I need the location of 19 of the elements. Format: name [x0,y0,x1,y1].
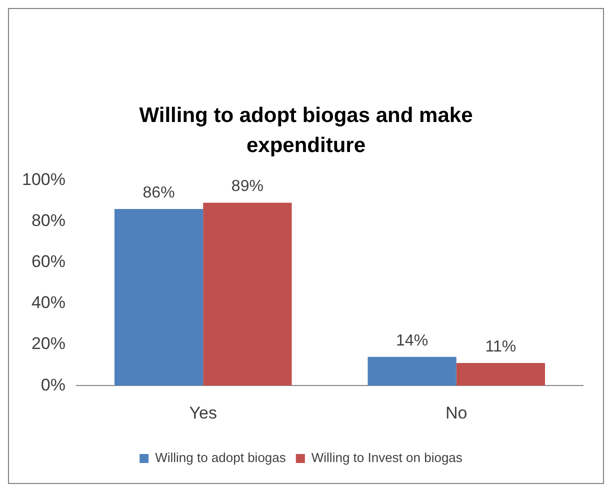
y-tick-label: 0% [40,375,66,394]
bar [456,363,546,386]
bar [114,208,204,386]
data-label: 11% [485,338,516,356]
bar [203,202,292,386]
data-label: 86% [142,184,175,202]
y-tick-label: 80% [31,210,66,230]
y-tick-label: 40% [31,293,66,312]
chart-title: Willing to adopt biogas and make expenditure [138,103,474,159]
legend-label: Willing to adopt biogas [155,450,286,466]
y-tick-label: 60% [31,252,66,272]
x-tick-label: Yes [189,403,217,422]
data-label: 89% [231,178,264,196]
legend-label: Willing to Invest on biogas [311,450,463,466]
data-label: 14% [396,332,428,350]
x-tick-label: No [446,403,468,422]
bar [368,356,456,386]
y-tick-label: 100% [22,170,66,189]
y-tick-label: 20% [31,334,66,354]
